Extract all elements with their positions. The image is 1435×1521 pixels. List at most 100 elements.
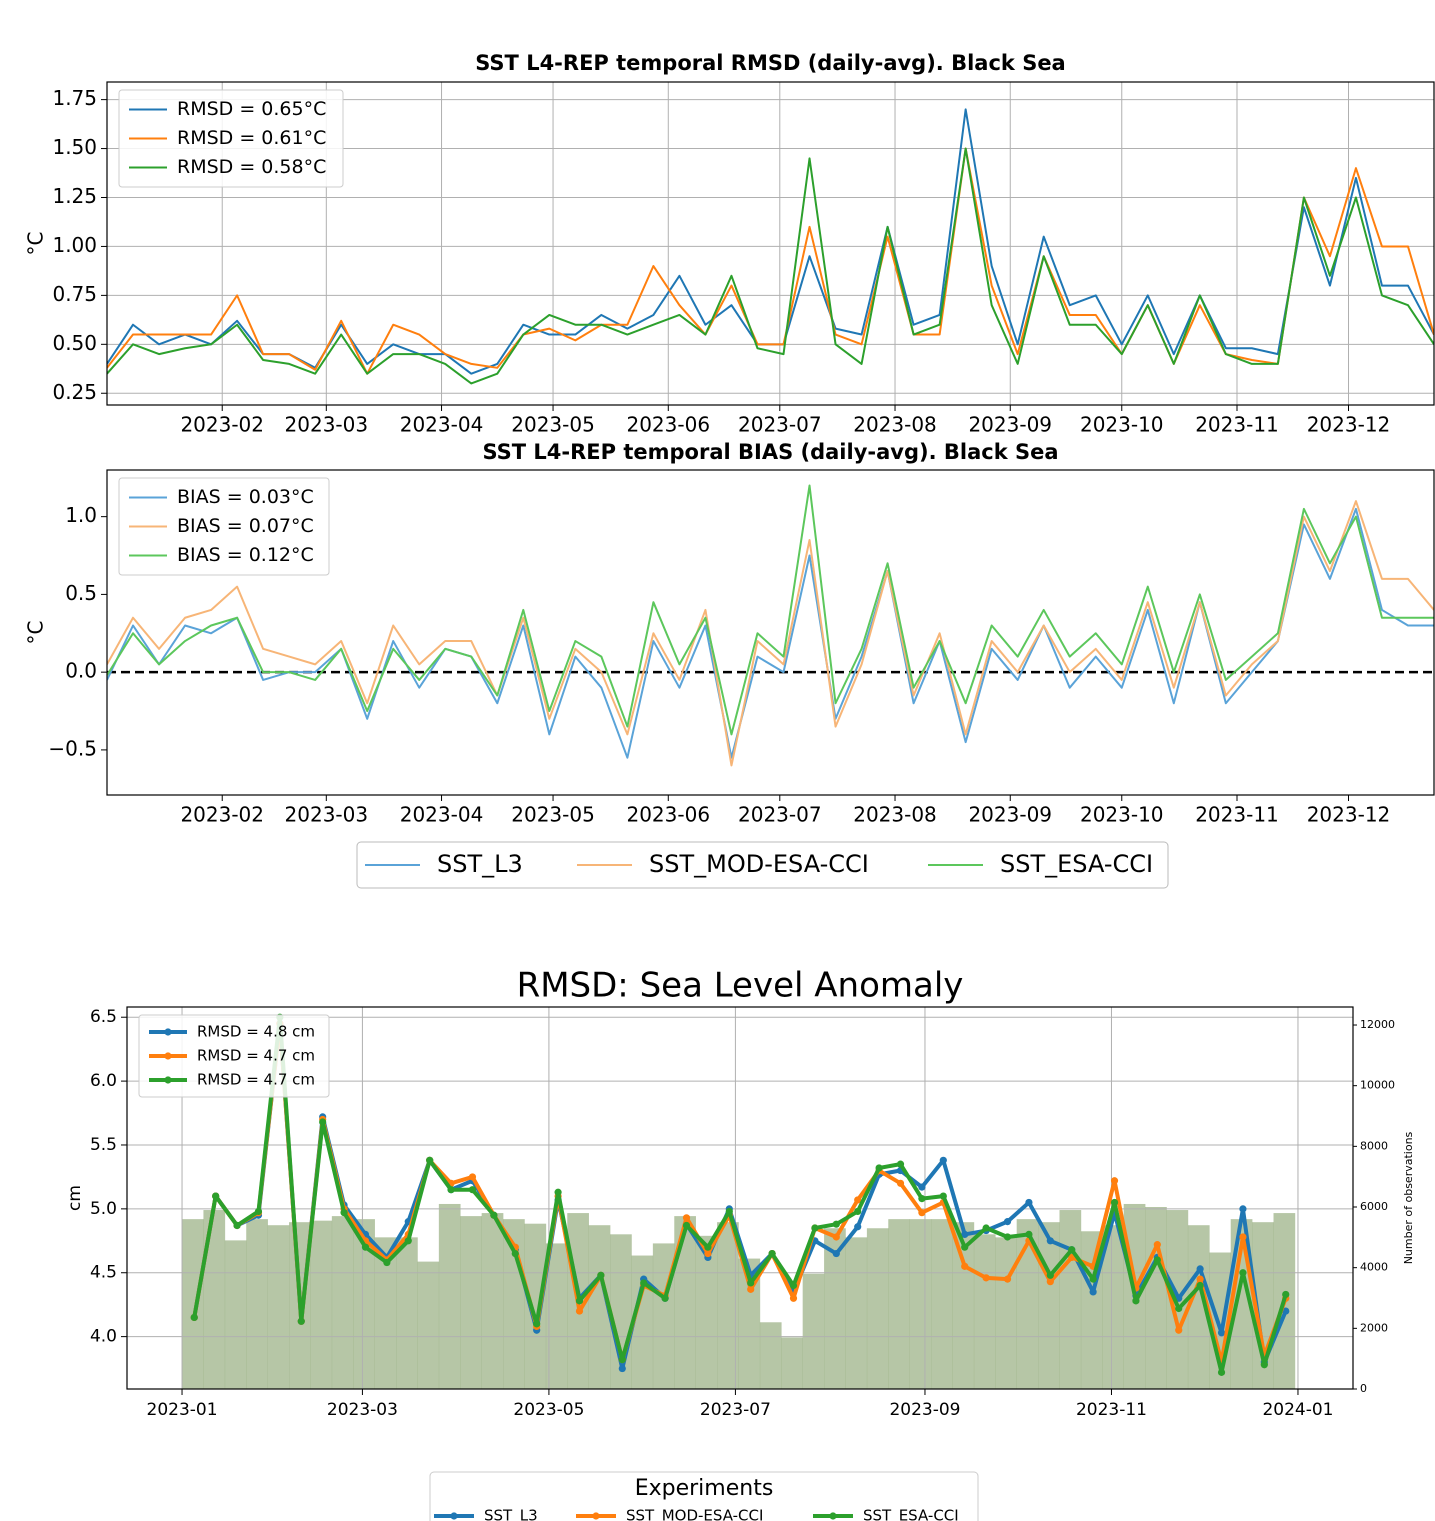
legend-label: RMSD = 0.58°C [177, 156, 326, 178]
observation-bar [1059, 1210, 1082, 1389]
series-marker [575, 1297, 584, 1305]
series-marker [1175, 1326, 1183, 1334]
series-marker [404, 1237, 412, 1245]
series-marker [918, 1195, 926, 1203]
y2-tick-label: 4000 [1360, 1261, 1388, 1274]
observation-bar [952, 1222, 975, 1389]
series-marker [811, 1224, 819, 1232]
x-tick-label: 2023-03 [285, 413, 369, 437]
x-tick-label: 2023-09 [889, 1400, 960, 1420]
series-marker [297, 1317, 305, 1325]
observation-bar [1187, 1225, 1210, 1389]
series-line [107, 484, 1434, 736]
chart-title: RMSD: Sea Level Anomaly [517, 966, 964, 1006]
x-tick-label: 2023-07 [738, 803, 822, 827]
series-marker [832, 1233, 840, 1241]
series-marker [1196, 1265, 1204, 1273]
series-marker [1089, 1275, 1097, 1283]
legend-marker [164, 1052, 172, 1060]
observation-bar [845, 1237, 868, 1389]
series-marker [896, 1179, 905, 1187]
observation-bar [931, 1219, 953, 1389]
x-tick-label: 2023-05 [511, 803, 595, 827]
series-marker [1153, 1256, 1161, 1264]
observation-bar [759, 1322, 782, 1389]
observation-bar [203, 1210, 226, 1389]
y-axis-label: °C [24, 232, 48, 256]
legend-label: SST_MOD-ESA-CCI [626, 1507, 763, 1521]
observation-bar [738, 1258, 761, 1389]
y2-axis-label: Number of observations [1402, 1131, 1415, 1264]
series-marker [468, 1186, 477, 1194]
y-tick-label: 5.5 [90, 1135, 117, 1155]
series-marker [961, 1243, 969, 1251]
chart-title: SST L4-REP temporal BIAS (daily-avg). Bl… [482, 440, 1058, 464]
legend-label: BIAS = 0.03°C [177, 486, 314, 508]
observation-bar [310, 1220, 333, 1389]
legend-label: RMSD = 4.8 cm [197, 1023, 315, 1041]
series-marker [618, 1356, 626, 1364]
observation-bar [1145, 1207, 1167, 1389]
observation-bar [460, 1216, 482, 1389]
series-marker [1089, 1288, 1097, 1296]
y-tick-label: 1.50 [52, 135, 97, 159]
observation-bar [995, 1237, 1017, 1389]
series-marker [340, 1209, 348, 1217]
series-marker [854, 1223, 862, 1231]
legend-label: RMSD = 0.61°C [177, 127, 326, 149]
legend-title: Experiments [635, 1476, 774, 1501]
x-tick-label: 2023-01 [147, 1400, 218, 1420]
x-tick-label: 2023-08 [853, 803, 937, 827]
x-tick-label: 2023-06 [626, 413, 710, 437]
legend-box [138, 1014, 330, 1098]
observation-bar [652, 1243, 675, 1389]
series-marker [1217, 1368, 1226, 1376]
series-marker [233, 1221, 241, 1230]
y-tick-label: 0.75 [52, 282, 97, 306]
y2-tick-label: 2000 [1360, 1321, 1388, 1334]
legend-label: SST_ESA-CCI [863, 1507, 959, 1521]
series-marker [533, 1320, 541, 1328]
x-tick-label: 2023-10 [1080, 803, 1164, 827]
series-marker [1239, 1205, 1247, 1213]
observation-bar [717, 1222, 739, 1389]
series-marker [1025, 1198, 1033, 1207]
series-marker [575, 1307, 584, 1315]
legend-box [118, 89, 344, 188]
y-tick-label: 4.5 [90, 1263, 117, 1283]
y2-tick-label: 6000 [1360, 1200, 1388, 1213]
observation-bar [396, 1237, 418, 1389]
series-line [107, 500, 1434, 767]
x-tick-label: 2023-02 [180, 413, 264, 437]
legend-label: RMSD = 0.65°C [177, 98, 326, 120]
series-marker [212, 1192, 220, 1200]
series-marker [1217, 1329, 1226, 1337]
series-marker [789, 1294, 798, 1302]
observation-bar [909, 1219, 932, 1389]
series-marker [468, 1173, 477, 1181]
series-marker [1282, 1290, 1290, 1299]
series-marker [961, 1262, 969, 1270]
legend-label: SST_MOD-ESA-CCI [649, 850, 869, 878]
y-tick-label: 0.0 [65, 659, 97, 683]
y-tick-label: 1.00 [52, 233, 97, 257]
observation-bar [224, 1240, 247, 1389]
observation-bar [674, 1216, 696, 1389]
legend-marker [592, 1512, 600, 1520]
legend-label: SST_L3 [484, 1507, 538, 1521]
x-tick-label: 2023-05 [513, 1400, 584, 1420]
series-marker [682, 1221, 691, 1230]
y2-tick-label: 12000 [1360, 1018, 1395, 1031]
legend-box [429, 1471, 979, 1521]
x-tick-label: 2023-12 [1307, 803, 1391, 827]
series-marker [854, 1207, 862, 1216]
observation-bar [374, 1237, 397, 1389]
x-tick-label: 2023-11 [1076, 1400, 1147, 1420]
legend-label: RMSD = 4.7 cm [197, 1047, 315, 1065]
series-marker [597, 1271, 605, 1279]
x-tick-label: 2024-01 [1262, 1400, 1333, 1420]
series-marker [918, 1183, 926, 1191]
x-tick-label: 2023-11 [1195, 413, 1279, 437]
x-tick-label: 2023-03 [285, 803, 369, 827]
legend-box [118, 477, 330, 576]
